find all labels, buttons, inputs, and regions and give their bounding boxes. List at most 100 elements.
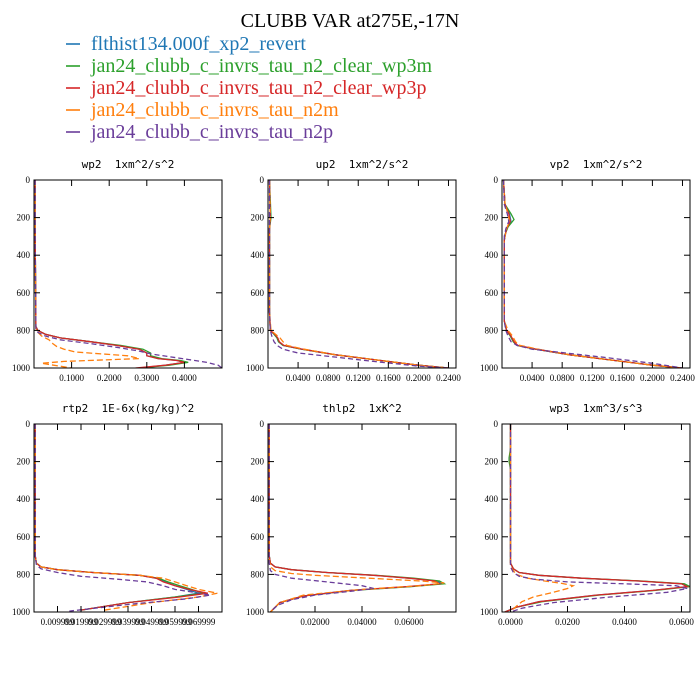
series-line bbox=[504, 424, 690, 612]
y-tick-label: 1000 bbox=[12, 607, 31, 617]
x-tick-label: 0.069999 bbox=[182, 617, 216, 627]
series-line bbox=[268, 424, 374, 612]
plot-frame bbox=[267, 423, 457, 613]
panel: up2 1xm^2/s^2 0 200 400 600 800 1000 0.0400 0.08… bbox=[246, 158, 461, 383]
y-tick-label: 200 bbox=[17, 213, 31, 223]
y-tick-label: 0 bbox=[260, 175, 265, 185]
x-tick-label: 0.2000 bbox=[640, 373, 665, 383]
x-tick-label: 0.1200 bbox=[346, 373, 371, 383]
legend-entry: jan24_clubb_c_invrs_tau_n2m bbox=[90, 99, 339, 121]
x-tick-label: 0.06000 bbox=[394, 617, 424, 627]
series-group bbox=[34, 424, 218, 612]
series-line bbox=[504, 424, 690, 612]
y-tick-label: 1000 bbox=[12, 363, 31, 373]
y-tick-label: 800 bbox=[17, 569, 31, 579]
y-tick-label: 800 bbox=[485, 569, 499, 579]
x-tick-label: 0.0200 bbox=[555, 617, 580, 627]
y-tick-label: 600 bbox=[251, 288, 265, 298]
series-line bbox=[34, 180, 222, 368]
y-tick-label: 600 bbox=[251, 532, 265, 542]
x-tick-label: 0.0400 bbox=[286, 373, 311, 383]
y-tick-label: 200 bbox=[251, 213, 265, 223]
y-tick-label: 800 bbox=[251, 325, 265, 335]
series-group bbox=[502, 180, 683, 368]
series-line bbox=[34, 180, 185, 368]
x-tick-label: 0.1200 bbox=[580, 373, 605, 383]
x-tick-label: 0.0400 bbox=[612, 617, 637, 627]
y-tick-label: 400 bbox=[17, 250, 31, 260]
series-line bbox=[34, 180, 185, 368]
y-tick-label: 200 bbox=[485, 213, 499, 223]
x-tick-label: 0.059999 bbox=[158, 617, 192, 627]
y-tick-label: 1000 bbox=[480, 363, 499, 373]
series-line bbox=[34, 180, 140, 368]
legend-entry: jan24_clubb_c_invrs_tau_n2p bbox=[90, 121, 333, 143]
panel: thlp2 1xK^2 0 200 400 600 800 1000 0.02000 0.040… bbox=[246, 402, 457, 627]
y-tick-label: 1000 bbox=[480, 607, 499, 617]
y-tick-label: 600 bbox=[17, 532, 31, 542]
x-tick-label: 0.0000 bbox=[498, 617, 523, 627]
series-line bbox=[268, 424, 447, 612]
y-tick-label: 600 bbox=[485, 288, 499, 298]
series-line bbox=[502, 180, 683, 368]
series-line bbox=[268, 424, 445, 612]
x-tick-label: 0.019999 bbox=[64, 617, 98, 627]
figure-title: CLUBB VAR at275E,-17N bbox=[241, 10, 460, 32]
series-line bbox=[509, 424, 688, 612]
y-tick-label: 0 bbox=[26, 175, 31, 185]
x-tick-label: 0.1600 bbox=[376, 373, 401, 383]
plot-frame bbox=[33, 423, 223, 613]
y-tick-label: 200 bbox=[251, 457, 265, 467]
y-tick-label: 400 bbox=[251, 250, 265, 260]
panel-title: wp3 1xm^3/s^3 bbox=[550, 402, 643, 415]
panel-title: up2 1xm^2/s^2 bbox=[316, 158, 409, 171]
y-tick-label: 600 bbox=[485, 532, 499, 542]
x-tick-label: 0.049999 bbox=[135, 617, 169, 627]
series-line bbox=[268, 180, 449, 368]
x-tick-label: 0.0600 bbox=[669, 617, 694, 627]
series-line bbox=[509, 424, 576, 612]
plot-frame bbox=[33, 179, 223, 369]
x-tick-label: 0.0800 bbox=[550, 373, 575, 383]
y-tick-label: 400 bbox=[485, 250, 499, 260]
series-line bbox=[502, 180, 683, 368]
plot-frame bbox=[501, 179, 691, 369]
y-tick-label: 200 bbox=[485, 457, 499, 467]
x-tick-label: 0.009999 bbox=[41, 617, 75, 627]
series-line bbox=[268, 180, 449, 368]
y-tick-label: 800 bbox=[485, 325, 499, 335]
series-line bbox=[268, 424, 444, 612]
y-tick-label: 0 bbox=[260, 419, 265, 429]
series-line bbox=[268, 180, 449, 368]
y-tick-label: 400 bbox=[17, 494, 31, 504]
x-tick-label: 0.04000 bbox=[347, 617, 377, 627]
series-line bbox=[502, 180, 683, 368]
legend-entry: flthist134.000f_xp2_revert bbox=[91, 33, 306, 55]
series-group bbox=[34, 180, 222, 368]
x-tick-label: 0.0800 bbox=[316, 373, 341, 383]
panels: wp2 1xm^2/s^2 0 200 400 600 800 1000 0.1000 0.20… bbox=[12, 158, 695, 627]
y-tick-label: 200 bbox=[17, 457, 31, 467]
series-line bbox=[502, 180, 683, 368]
y-tick-label: 800 bbox=[17, 325, 31, 335]
panel: wp2 1xm^2/s^2 0 200 400 600 800 1000 0.1000 0.20… bbox=[12, 158, 223, 383]
y-tick-label: 0 bbox=[494, 175, 499, 185]
series-line bbox=[504, 424, 690, 612]
x-tick-label: 0.2400 bbox=[670, 373, 695, 383]
y-tick-label: 400 bbox=[485, 494, 499, 504]
y-tick-label: 0 bbox=[494, 419, 499, 429]
series-group bbox=[268, 180, 449, 368]
panel: rtp2 1E-6x(kg/kg)^2 0 200 400 600 800 1000 0.00… bbox=[12, 402, 223, 627]
series-line bbox=[268, 180, 449, 368]
x-tick-label: 0.4000 bbox=[172, 373, 197, 383]
series-group bbox=[504, 424, 690, 612]
y-tick-label: 800 bbox=[251, 569, 265, 579]
legend-entry: jan24_clubb_c_invrs_tau_n2_clear_wp3m bbox=[90, 55, 432, 77]
y-tick-label: 400 bbox=[251, 494, 265, 504]
x-tick-label: 0.2400 bbox=[436, 373, 461, 383]
x-tick-label: 0.1000 bbox=[59, 373, 84, 383]
series-line bbox=[268, 424, 442, 612]
panel-title: rtp2 1E-6x(kg/kg)^2 bbox=[62, 402, 194, 415]
panel-title: vp2 1xm^2/s^2 bbox=[550, 158, 643, 171]
